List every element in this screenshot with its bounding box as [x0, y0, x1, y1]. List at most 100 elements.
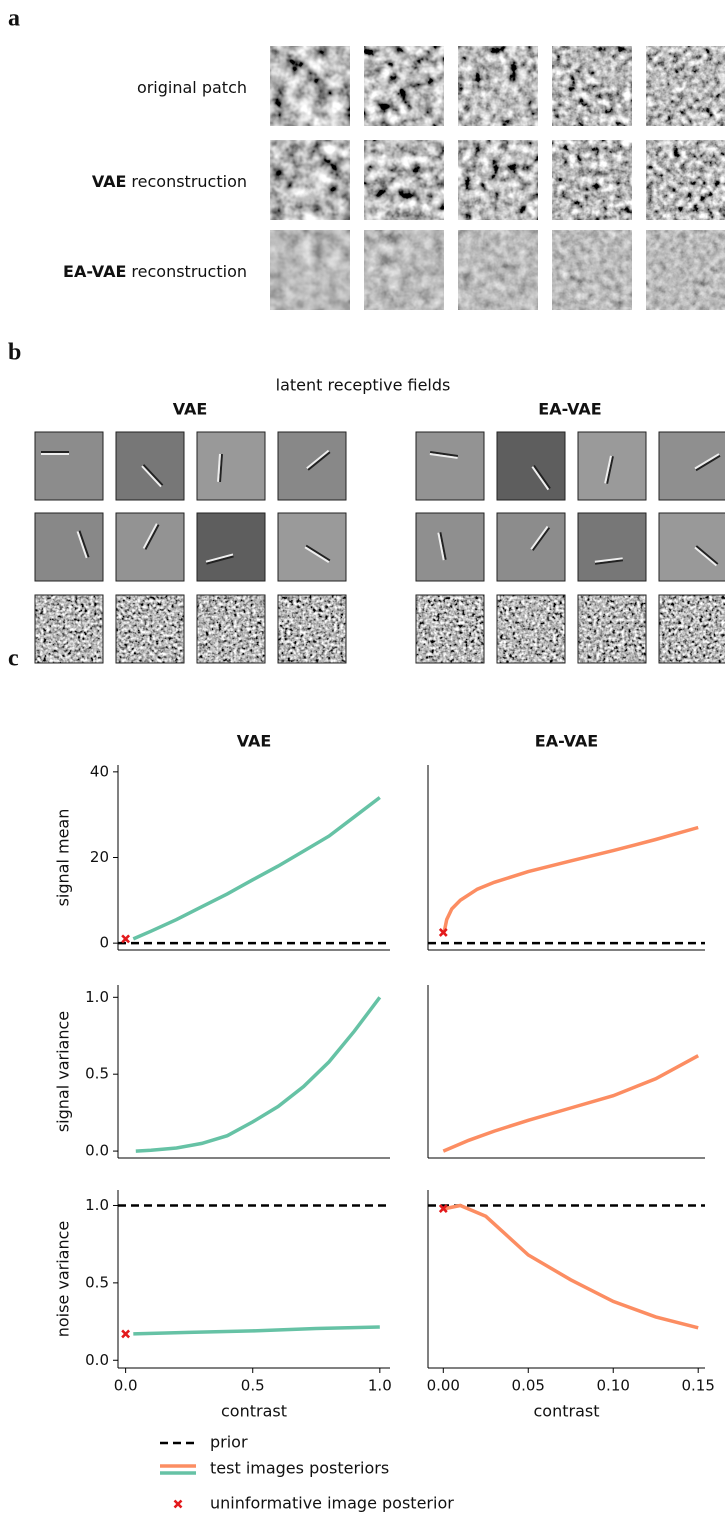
- frame: [577, 594, 647, 664]
- gabor-dark: [439, 532, 447, 560]
- receptive-field: [659, 595, 725, 663]
- row-label: VAE reconstruction: [92, 172, 247, 191]
- receptive-field: [116, 595, 184, 663]
- gabor-light: [205, 553, 234, 563]
- frame: [34, 594, 104, 664]
- y-tick-label: 0: [99, 934, 109, 952]
- x-tick-label: 0.00: [427, 1377, 460, 1395]
- gabor-dark: [144, 524, 160, 550]
- panel-title: latent receptive fields: [276, 376, 451, 395]
- gabor-light: [306, 449, 330, 470]
- receptive-field: [197, 595, 265, 663]
- y-tick-label: 0.5: [85, 1065, 109, 1083]
- gabor-light: [141, 465, 162, 488]
- x-tick-label: 0.10: [597, 1377, 630, 1395]
- image-patch: [552, 46, 632, 126]
- legend-key: [173, 1499, 183, 1509]
- gabor-dark: [78, 530, 90, 558]
- x-tick-label: 0.15: [681, 1377, 714, 1395]
- receptive-field: [497, 595, 565, 663]
- gabor-light: [429, 453, 458, 459]
- frame: [277, 594, 347, 664]
- y-tick-label: 0.5: [85, 1273, 109, 1291]
- gabor-dark: [307, 451, 331, 471]
- image-patch: [646, 46, 725, 126]
- receptive-field: [415, 431, 485, 501]
- image-patch: [270, 46, 350, 126]
- receptive-field: [196, 431, 266, 501]
- y-tick-label: 0.0: [85, 1351, 109, 1369]
- receptive-field: [415, 512, 485, 582]
- receptive-field: [277, 512, 347, 582]
- receptive-field: [278, 595, 346, 663]
- image-patch: [270, 230, 350, 310]
- posterior-line: [132, 796, 381, 941]
- y-tick-label: 20: [90, 848, 109, 866]
- gabor-dark: [305, 544, 331, 562]
- posterior-line: [444, 1203, 699, 1330]
- receptive-field: [35, 595, 103, 663]
- group-title: EA-VAE: [538, 400, 601, 419]
- chart-title: EA-VAE: [535, 732, 598, 751]
- receptive-field: [658, 512, 725, 582]
- posterior-line: [133, 1325, 380, 1336]
- row-label-bold: EA-VAE: [63, 262, 126, 281]
- posterior-line: [442, 825, 699, 933]
- image-patch: [364, 46, 444, 126]
- gabor-dark: [606, 456, 614, 484]
- gabor-light: [694, 453, 720, 470]
- receptive-field: [577, 431, 647, 501]
- panel-label: a: [8, 6, 20, 32]
- x-tick-label: 0.5: [241, 1377, 265, 1395]
- y-tick-label: 40: [90, 762, 109, 780]
- row-label-bold: VAE: [92, 172, 127, 191]
- receptive-field: [34, 431, 104, 501]
- gabor-light: [437, 532, 445, 561]
- uninformative-marker: [121, 1329, 131, 1339]
- image-patch: [458, 140, 538, 220]
- x-tick-label: 0.05: [512, 1377, 545, 1395]
- gabor-dark: [142, 464, 164, 486]
- frame: [415, 594, 485, 664]
- uninformative-marker: [121, 934, 131, 944]
- image-patch: [552, 230, 632, 310]
- y-tick-label: 1.0: [85, 1196, 109, 1214]
- y-tick-label: 0.0: [85, 1142, 109, 1160]
- posterior-line: [442, 1054, 700, 1153]
- group-title: VAE: [173, 400, 208, 419]
- gabor-dark: [206, 555, 234, 565]
- image-patch: [646, 140, 725, 220]
- row-label: original patch: [137, 78, 247, 97]
- gabor-light: [604, 455, 612, 484]
- legend-label: uninformative image posterior: [210, 1494, 454, 1513]
- panel-label: b: [8, 340, 21, 366]
- gabor-light: [694, 546, 718, 567]
- image-patch: [646, 230, 725, 310]
- x-tick-label: 0.0: [114, 1377, 138, 1395]
- receptive-field: [577, 512, 647, 582]
- image-patch: [552, 140, 632, 220]
- receptive-field: [416, 595, 484, 663]
- panel-label: c: [8, 646, 19, 672]
- image-patch: [458, 230, 538, 310]
- receptive-field: [658, 431, 725, 501]
- gabor-light: [530, 525, 549, 550]
- chart-title: VAE: [237, 732, 272, 751]
- receptive-field: [196, 512, 266, 582]
- gabor-light: [531, 466, 550, 491]
- gabor-dark: [219, 453, 223, 483]
- legend-label: test images posteriors: [210, 1459, 389, 1478]
- image-patch: [458, 46, 538, 126]
- row-label-text: reconstruction: [131, 262, 247, 281]
- y-axis-label: signal variance: [54, 1011, 73, 1132]
- y-axis-label: noise variance: [54, 1221, 73, 1338]
- image-patch: [364, 140, 444, 220]
- gabor-dark: [429, 451, 459, 457]
- image-patch: [270, 140, 350, 220]
- receptive-field: [496, 431, 566, 501]
- receptive-field: [34, 512, 104, 582]
- frame: [496, 594, 566, 664]
- gabor-light: [304, 546, 330, 563]
- gabor-dark: [533, 464, 551, 490]
